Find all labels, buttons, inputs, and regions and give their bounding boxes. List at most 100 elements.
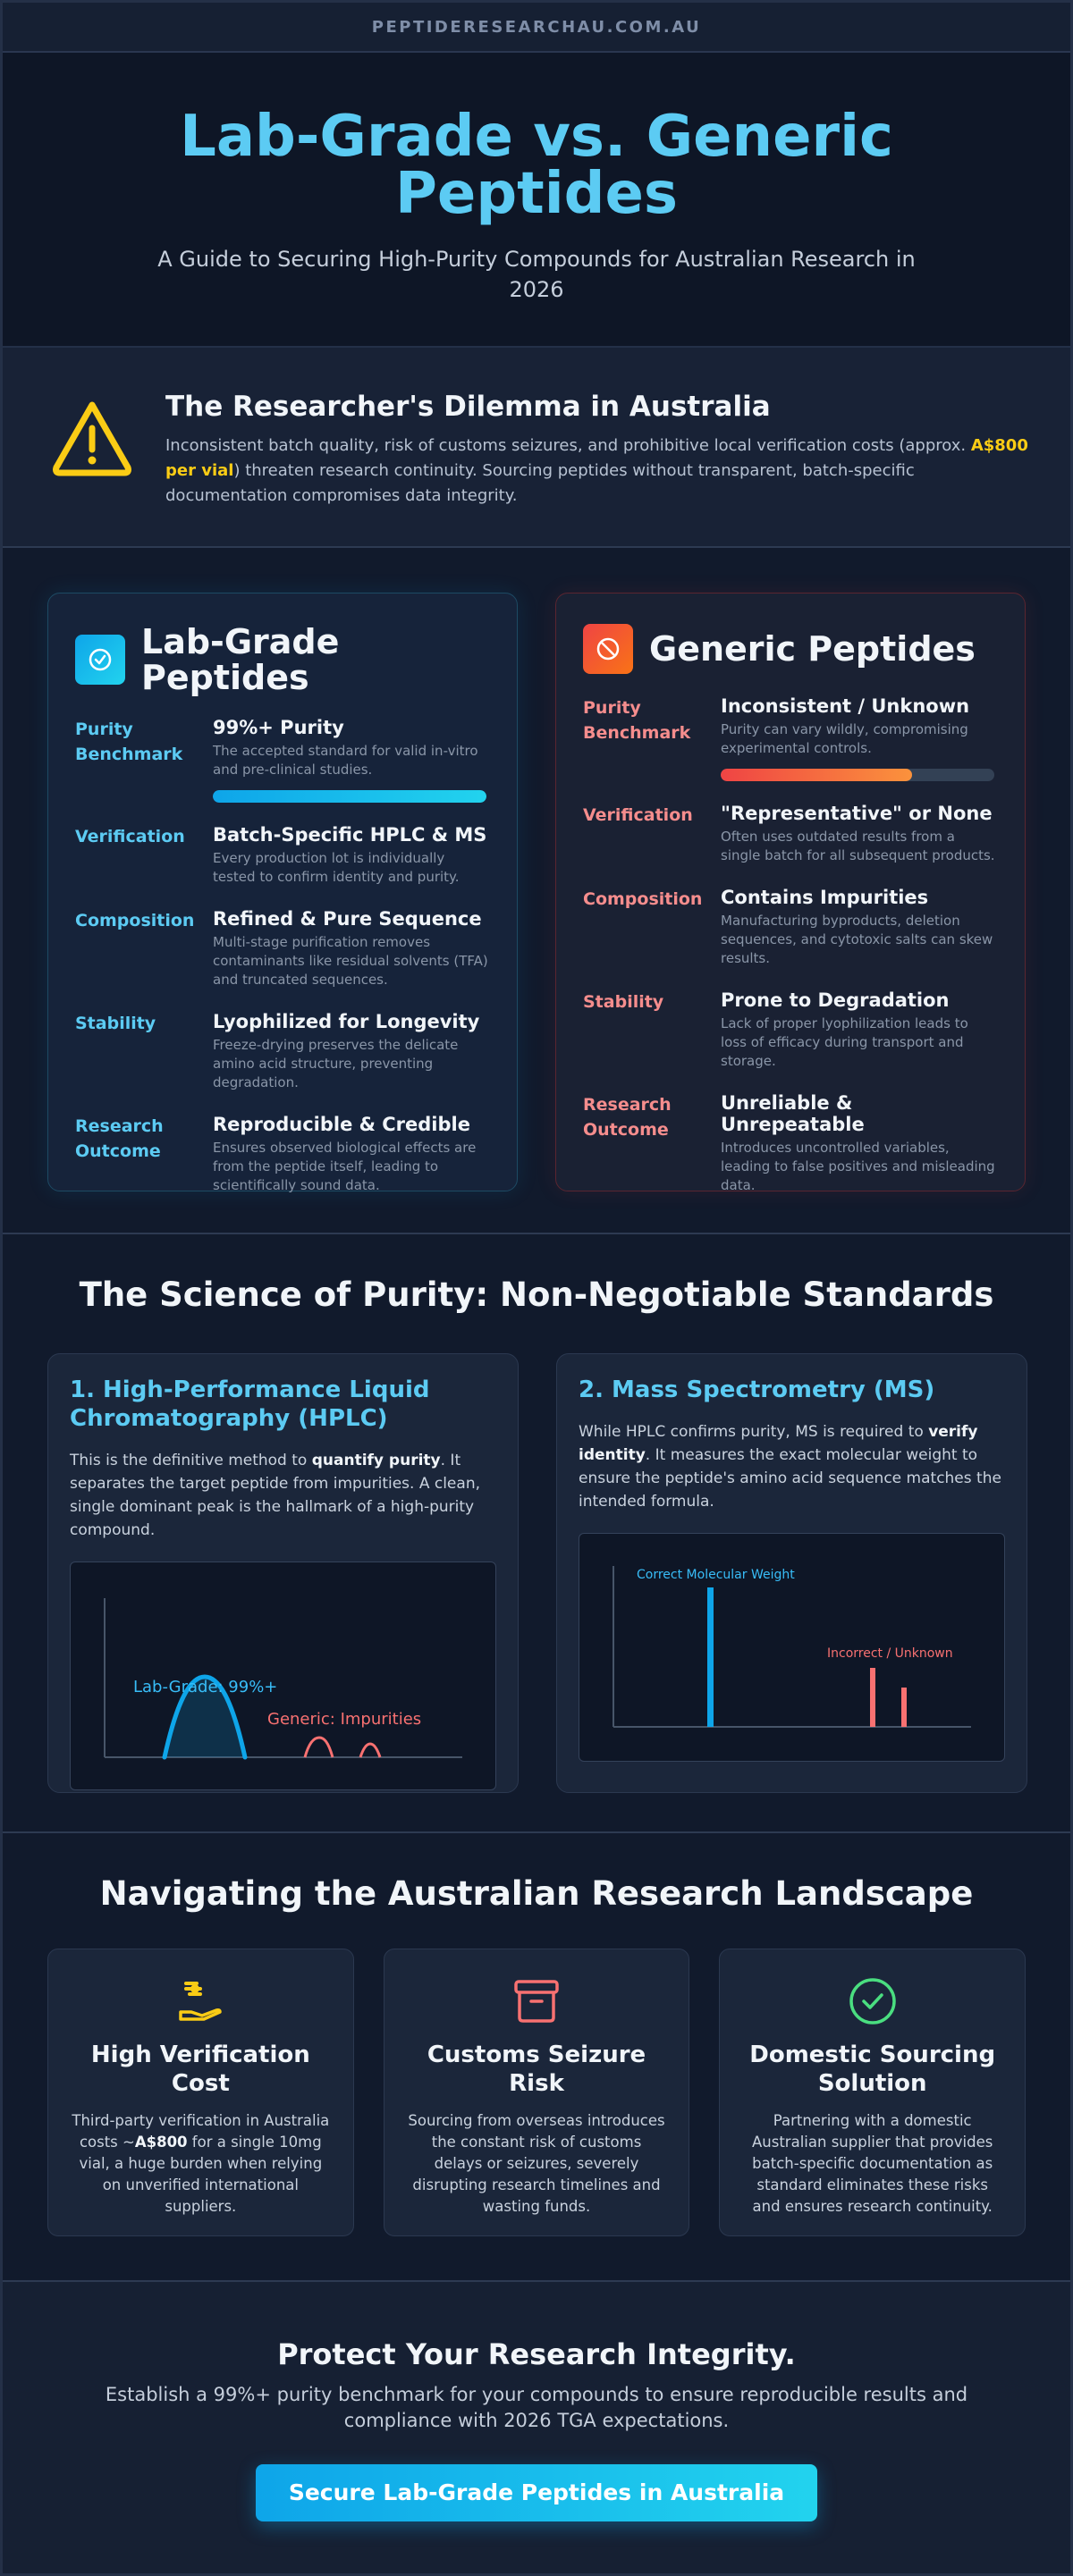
- lab-grade-title: Lab-Grade Peptides: [141, 622, 340, 697]
- row-heading: Lyophilized for Longevity: [213, 1011, 480, 1032]
- generic-row-verification: Verification "Representative" or None Oft…: [583, 803, 998, 865]
- money-hand-icon: [175, 1976, 225, 2026]
- landscape-section: Navigating the Australian Research Lands…: [3, 1833, 1070, 2282]
- generic-row-purity: Purity Benchmark Inconsistent / Unknown …: [583, 695, 998, 781]
- row-heading: Unreliable & Unrepeatable: [721, 1092, 865, 1135]
- lab-row-stability: Stability Lyophilized for Longevity Freez…: [75, 1011, 490, 1092]
- hplc-label-lab: Lab-Grade: 99%+: [133, 1678, 277, 1696]
- row-heading: Prone to Degradation: [721, 989, 950, 1011]
- cta-title: Protect Your Research Integrity.: [277, 2337, 796, 2371]
- page-title: Lab-Grade vs. Generic Peptides: [180, 104, 893, 227]
- generic-row-composition: Composition Contains Impurities Manufactu…: [583, 887, 998, 968]
- hplc-impurity-peak-1: [303, 1736, 334, 1758]
- science-title: The Science of Purity: Non-Negotiable St…: [79, 1275, 994, 1314]
- row-label: Purity Benchmark: [75, 720, 183, 764]
- row-heading: Inconsistent / Unknown: [721, 695, 970, 717]
- row-label: Verification: [75, 827, 185, 846]
- generic-card: Generic Peptides Purity Benchmark Incons…: [555, 593, 1026, 1193]
- verification-cost-card: High Verification Cost Third-party verif…: [47, 1949, 354, 2236]
- card-text: Third-party verification in Australia co…: [72, 2112, 330, 2215]
- row-desc: Ensures observed biological effects are …: [213, 1140, 477, 1193]
- row-label: Research Outcome: [75, 1116, 164, 1161]
- row-heading: "Representative" or None: [721, 803, 993, 824]
- card-title: High Verification Cost: [90, 2041, 310, 2097]
- lab-row-composition: Composition Refined & Pure Sequence Multi…: [75, 908, 490, 989]
- row-label: Verification: [583, 805, 693, 825]
- ms-incorrect-peak-2: [901, 1688, 907, 1727]
- row-desc: Multi-stage purification removes contami…: [213, 934, 488, 988]
- row-label: Composition: [583, 889, 703, 909]
- row-desc: Lack of proper lyophilization leads to l…: [721, 1015, 968, 1069]
- row-heading: Contains Impurities: [721, 887, 929, 908]
- dilemma-title: The Researcher's Dilemma in Australia: [165, 391, 771, 423]
- lab-row-purity: Purity Benchmark 99%+ Purity The accepte…: [75, 717, 490, 803]
- generic-row-outcome: Research Outcome Unreliable & Unrepeatab…: [583, 1092, 998, 1195]
- prohibited-icon: [583, 624, 633, 674]
- ms-card: 2. Mass Spectrometry (MS) While HPLC con…: [556, 1353, 1027, 1793]
- row-heading: 99%+ Purity: [213, 717, 344, 738]
- row-label: Research Outcome: [583, 1095, 672, 1140]
- purity-bar: [721, 769, 994, 781]
- row-label: Stability: [583, 992, 664, 1012]
- purity-bar: [213, 790, 486, 803]
- site-header: PEPTIDERESEARCHAU.COM.AU: [3, 3, 1070, 53]
- card-title: Domestic Sourcing Solution: [749, 2041, 996, 2097]
- ms-correct-peak: [707, 1587, 714, 1727]
- science-section: The Science of Purity: Non-Negotiable St…: [3, 1234, 1070, 1833]
- row-heading: Refined & Pure Sequence: [213, 908, 482, 930]
- purity-bar-fill: [721, 769, 913, 781]
- lab-row-outcome: Research Outcome Reproducible & Credible…: [75, 1114, 490, 1195]
- warning-triangle-icon: [53, 401, 131, 476]
- hplc-main-peak-line: [162, 1674, 248, 1760]
- domestic-sourcing-card: Domestic Sourcing Solution Partnering wi…: [719, 1949, 1027, 2236]
- archive-box-icon: [511, 1976, 562, 2026]
- ms-text: While HPLC confirms purity, MS is requir…: [579, 1423, 1001, 1511]
- landscape-title: Navigating the Australian Research Lands…: [99, 1874, 974, 1913]
- row-heading: Reproducible & Credible: [213, 1114, 470, 1135]
- hplc-title: 1. High-Performance Liquid Chromatograph…: [70, 1376, 430, 1432]
- hplc-chart: Lab-Grade: 99%+ Generic: Impurities: [70, 1562, 496, 1790]
- generic-row-stability: Stability Prone to Degradation Lack of pr…: [583, 989, 998, 1071]
- row-desc: Manufacturing byproducts, deletion seque…: [721, 913, 993, 966]
- ms-label-correct: Correct Molecular Weight: [637, 1568, 795, 1582]
- row-desc: Introduces uncontrolled variables, leadi…: [721, 1140, 995, 1193]
- row-desc: Freeze-drying preserves the delicate ami…: [213, 1037, 459, 1090]
- dilemma-text: Inconsistent batch quality, risk of cust…: [165, 436, 1028, 505]
- comparison-section: Lab-Grade Peptides Purity Benchmark 99%+…: [3, 548, 1070, 1234]
- dilemma-section: The Researcher's Dilemma in Australia In…: [3, 348, 1070, 548]
- check-circle-icon: [75, 635, 125, 685]
- page-subtitle: A Guide to Securing High-Purity Compound…: [157, 247, 916, 302]
- hplc-impurity-peak-2: [359, 1742, 382, 1758]
- lab-row-verification: Verification Batch-Specific HPLC & MS Eve…: [75, 824, 490, 887]
- card-title: Customs Seizure Risk: [427, 2041, 646, 2097]
- site-domain[interactable]: PEPTIDERESEARCHAU.COM.AU: [371, 17, 702, 37]
- cta-text: Establish a 99%+ purity benchmark for yo…: [105, 2384, 968, 2431]
- cta-section: Protect Your Research Integrity. Establi…: [3, 2282, 1070, 2573]
- row-label: Composition: [75, 911, 195, 930]
- hplc-card: 1. High-Performance Liquid Chromatograph…: [47, 1353, 519, 1793]
- check-circle-icon: [848, 1976, 898, 2026]
- card-text: Partnering with a domestic Australian su…: [752, 2112, 993, 2215]
- secure-peptides-button[interactable]: Secure Lab-Grade Peptides in Australia: [256, 2464, 817, 2521]
- row-desc: The accepted standard for valid in-vitro…: [213, 743, 478, 778]
- row-heading: Batch-Specific HPLC & MS: [213, 824, 487, 846]
- row-desc: Purity can vary wildly, compromising exp…: [721, 721, 968, 756]
- ms-title: 2. Mass Spectrometry (MS): [579, 1376, 935, 1403]
- hero-section: Lab-Grade vs. Generic Peptides A Guide t…: [3, 53, 1070, 348]
- customs-risk-card: Customs Seizure Risk Sourcing from overs…: [383, 1949, 690, 2236]
- ms-chart: Correct Molecular Weight Incorrect / Unk…: [579, 1533, 1005, 1762]
- purity-bar-fill: [213, 790, 486, 803]
- card-text: Sourcing from overseas introduces the co…: [408, 2112, 665, 2215]
- generic-title: Generic Peptides: [649, 629, 976, 669]
- row-desc: Often uses outdated results from a singl…: [721, 829, 995, 863]
- hplc-text: This is the definitive method to quantif…: [70, 1452, 480, 1539]
- hplc-label-generic: Generic: Impurities: [267, 1710, 421, 1729]
- lab-grade-card: Lab-Grade Peptides Purity Benchmark 99%+…: [47, 593, 518, 1193]
- cost-highlight: A$800 per vial: [165, 436, 1028, 480]
- ms-label-incorrect: Incorrect / Unknown: [827, 1646, 953, 1661]
- ms-incorrect-peak-1: [870, 1668, 875, 1727]
- row-desc: Every production lot is individually tes…: [213, 850, 460, 885]
- row-label: Purity Benchmark: [583, 698, 691, 743]
- row-label: Stability: [75, 1014, 156, 1033]
